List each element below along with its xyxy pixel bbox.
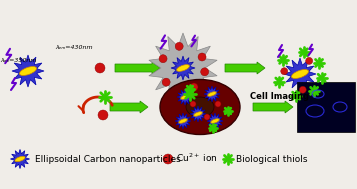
Circle shape: [281, 68, 288, 75]
FancyBboxPatch shape: [297, 82, 355, 132]
Ellipse shape: [291, 70, 308, 78]
Circle shape: [198, 53, 206, 61]
Text: Cu$^{2+}$ ion: Cu$^{2+}$ ion: [176, 152, 218, 164]
Polygon shape: [207, 113, 223, 129]
Ellipse shape: [20, 67, 36, 75]
Polygon shape: [177, 89, 193, 105]
Ellipse shape: [177, 65, 190, 71]
Text: Cell Imaging: Cell Imaging: [250, 92, 309, 101]
FancyArrow shape: [115, 62, 160, 74]
Circle shape: [204, 114, 210, 120]
Text: λₑₓ=350nm: λₑₓ=350nm: [0, 58, 36, 63]
Ellipse shape: [194, 112, 202, 116]
Ellipse shape: [181, 95, 189, 99]
Polygon shape: [149, 33, 217, 103]
Text: Biological thiols: Biological thiols: [236, 155, 307, 164]
Polygon shape: [190, 106, 206, 122]
Polygon shape: [12, 55, 44, 87]
Ellipse shape: [15, 156, 25, 162]
Ellipse shape: [186, 97, 214, 117]
Circle shape: [299, 86, 306, 93]
Circle shape: [163, 154, 173, 164]
Ellipse shape: [179, 119, 187, 123]
Ellipse shape: [208, 92, 216, 96]
Polygon shape: [171, 56, 195, 80]
Text: Ellipsoidal Carbon nanoparticles: Ellipsoidal Carbon nanoparticles: [35, 155, 181, 164]
FancyArrow shape: [225, 62, 265, 74]
Circle shape: [159, 55, 167, 63]
Polygon shape: [10, 149, 30, 169]
Ellipse shape: [211, 119, 219, 123]
Circle shape: [215, 101, 221, 107]
Circle shape: [95, 63, 105, 73]
Circle shape: [162, 78, 170, 86]
FancyArrow shape: [253, 101, 293, 113]
Ellipse shape: [160, 80, 240, 135]
Polygon shape: [284, 58, 316, 90]
Circle shape: [306, 57, 313, 64]
Polygon shape: [175, 113, 191, 129]
Circle shape: [190, 83, 198, 91]
Circle shape: [201, 68, 208, 76]
Text: λₑₘ=430nm: λₑₘ=430nm: [55, 45, 92, 50]
FancyArrow shape: [110, 101, 148, 113]
Circle shape: [175, 42, 183, 50]
Circle shape: [98, 110, 108, 120]
Polygon shape: [204, 86, 220, 102]
Circle shape: [190, 101, 196, 107]
